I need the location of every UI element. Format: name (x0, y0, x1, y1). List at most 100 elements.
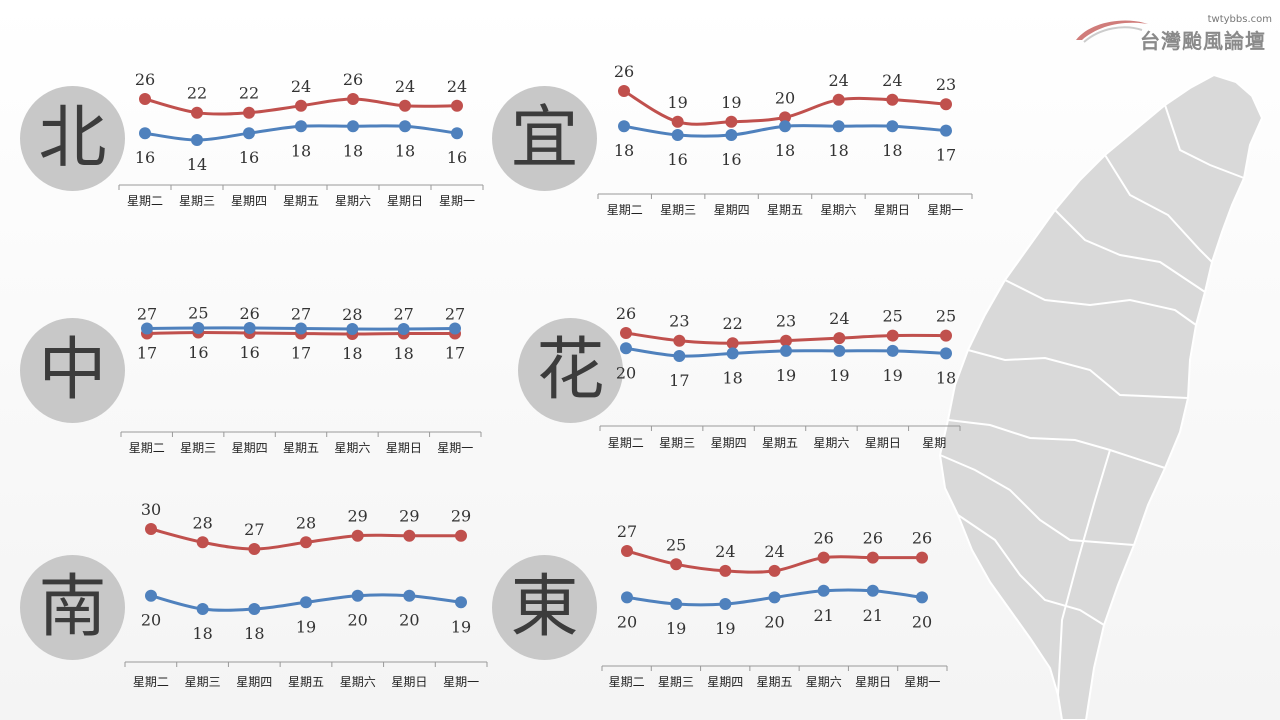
region-label: 宜 (510, 98, 579, 178)
temperature-chart: 星期二 星期三 星期四 星期五 星期六 星期日 星期一 26 19 19 20 24 24 23 18 16 1… (597, 62, 973, 217)
high-temp-point (191, 106, 203, 119)
x-tick-label: 星期一 (904, 675, 940, 689)
high-temp-point (145, 523, 157, 535)
low-temp-label: 18 (393, 344, 413, 363)
low-temp-point (886, 344, 899, 357)
x-tick-label: 星期六 (813, 436, 849, 450)
low-temp-label: 16 (239, 343, 259, 362)
low-temp-label: 18 (192, 624, 212, 643)
high-temp-point (940, 329, 952, 342)
x-tick-label: 星期二 (609, 675, 645, 689)
high-temp-label: 24 (715, 542, 735, 561)
low-temp-label: 18 (244, 624, 264, 643)
temperature-chart: 星期二 星期三 星期四 星期五 星期六 星期日 星期一 30 28 27 28 29 29 29 20 18 1… (124, 500, 488, 689)
high-temp-label: 25 (936, 307, 956, 326)
x-tick-label: 星期六 (335, 194, 371, 208)
high-temp-point (833, 332, 846, 345)
x-tick-label: 星期一 (927, 203, 963, 217)
high-temp-point (621, 545, 633, 557)
low-temp-label: 16 (188, 343, 208, 362)
x-tick-label: 星期四 (231, 194, 267, 208)
high-temp-label: 26 (813, 529, 833, 548)
high-temp-label: 27 (291, 305, 311, 324)
x-tick-label: 星期一 (443, 675, 479, 689)
high-temp-point (300, 536, 312, 549)
low-temp-point (295, 120, 307, 133)
x-tick-label: 星期四 (236, 675, 272, 689)
x-tick-label: 星期一 (437, 441, 473, 455)
low-temp-point (725, 129, 738, 141)
high-temp-label: 26 (135, 70, 155, 89)
low-temp-label: 20 (141, 611, 161, 630)
region-badge: 宜 (492, 86, 597, 191)
low-temp-point (670, 598, 683, 610)
low-temp-point (145, 589, 157, 602)
low-temp-point (866, 584, 879, 597)
low-temp-point (449, 322, 461, 335)
high-temp-point (451, 99, 463, 112)
high-temp-label: 26 (912, 529, 932, 548)
low-temp-point (243, 322, 256, 334)
low-temp-point (916, 591, 928, 604)
low-temp-point (671, 129, 684, 141)
low-temp-point (726, 347, 739, 360)
low-temp-point (768, 591, 781, 604)
x-tick-label: 星期五 (762, 436, 798, 450)
low-temp-point (832, 120, 845, 133)
high-temp-point (243, 106, 255, 119)
x-tick-label: 星期五 (283, 194, 319, 208)
high-temp-label: 28 (192, 513, 212, 532)
low-temp-label: 16 (667, 150, 687, 169)
x-tick-label: 星期六 (806, 675, 842, 689)
high-temp-label: 27 (137, 305, 157, 324)
low-temp-point (719, 598, 732, 610)
low-temp-label: 20 (912, 612, 932, 631)
low-temp-label: 19 (882, 366, 902, 385)
x-tick-label: 星期三 (179, 194, 215, 208)
high-temp-label: 22 (187, 84, 207, 103)
high-temp-label: 23 (669, 312, 689, 331)
site-logo[interactable]: twtybbs.com 台灣颱風論壇 (1072, 10, 1272, 53)
low-temp-label: 16 (447, 148, 467, 167)
low-temp-label: 19 (829, 366, 849, 385)
high-temp-point (866, 551, 879, 564)
x-tick-label: 星期六 (334, 441, 370, 455)
x-tick-label: 星期一 (439, 194, 475, 208)
high-temp-label: 19 (721, 93, 741, 112)
low-temp-label: 20 (616, 363, 636, 382)
low-temp-label: 20 (347, 611, 367, 630)
high-temp-label: 24 (291, 77, 311, 96)
low-temp-point (397, 323, 410, 335)
region-badge: 中 (20, 318, 125, 423)
high-temp-point (768, 564, 781, 577)
x-tick-label: 星期四 (232, 441, 268, 455)
high-temp-point (670, 558, 683, 571)
high-temp-label: 19 (667, 93, 687, 112)
x-tick-label: 星期五 (283, 441, 319, 455)
high-temp-label: 25 (188, 304, 208, 323)
temperature-chart: 星期二 星期三 星期四 星期五 星期六 星期日 星期 26 23 22 23 24 25 25 20 17 18… (599, 304, 961, 450)
high-temp-point (351, 529, 364, 542)
low-temp-point (300, 596, 312, 609)
low-temp-label: 18 (775, 141, 795, 160)
high-temp-label: 20 (775, 88, 795, 107)
high-temp-point (196, 536, 209, 549)
low-temp-point (139, 127, 151, 140)
high-temp-point (248, 543, 261, 555)
high-temp-label: 29 (347, 507, 367, 526)
logo-title: 台灣颱風論壇 (1140, 29, 1266, 53)
low-temp-label: 18 (882, 141, 902, 160)
low-temp-label: 18 (291, 141, 311, 160)
low-temp-label: 20 (617, 612, 637, 631)
low-temp-point (192, 322, 205, 334)
x-tick-label: 星期四 (714, 203, 750, 217)
low-temp-point (403, 589, 416, 602)
low-temp-point (673, 350, 686, 362)
high-temp-point (347, 93, 359, 105)
high-temp-label: 24 (828, 71, 848, 90)
low-temp-label: 18 (343, 141, 363, 160)
low-temp-point (620, 342, 632, 355)
low-temp-label: 16 (239, 148, 259, 167)
high-temp-point (295, 99, 307, 112)
low-temp-label: 16 (721, 150, 741, 169)
